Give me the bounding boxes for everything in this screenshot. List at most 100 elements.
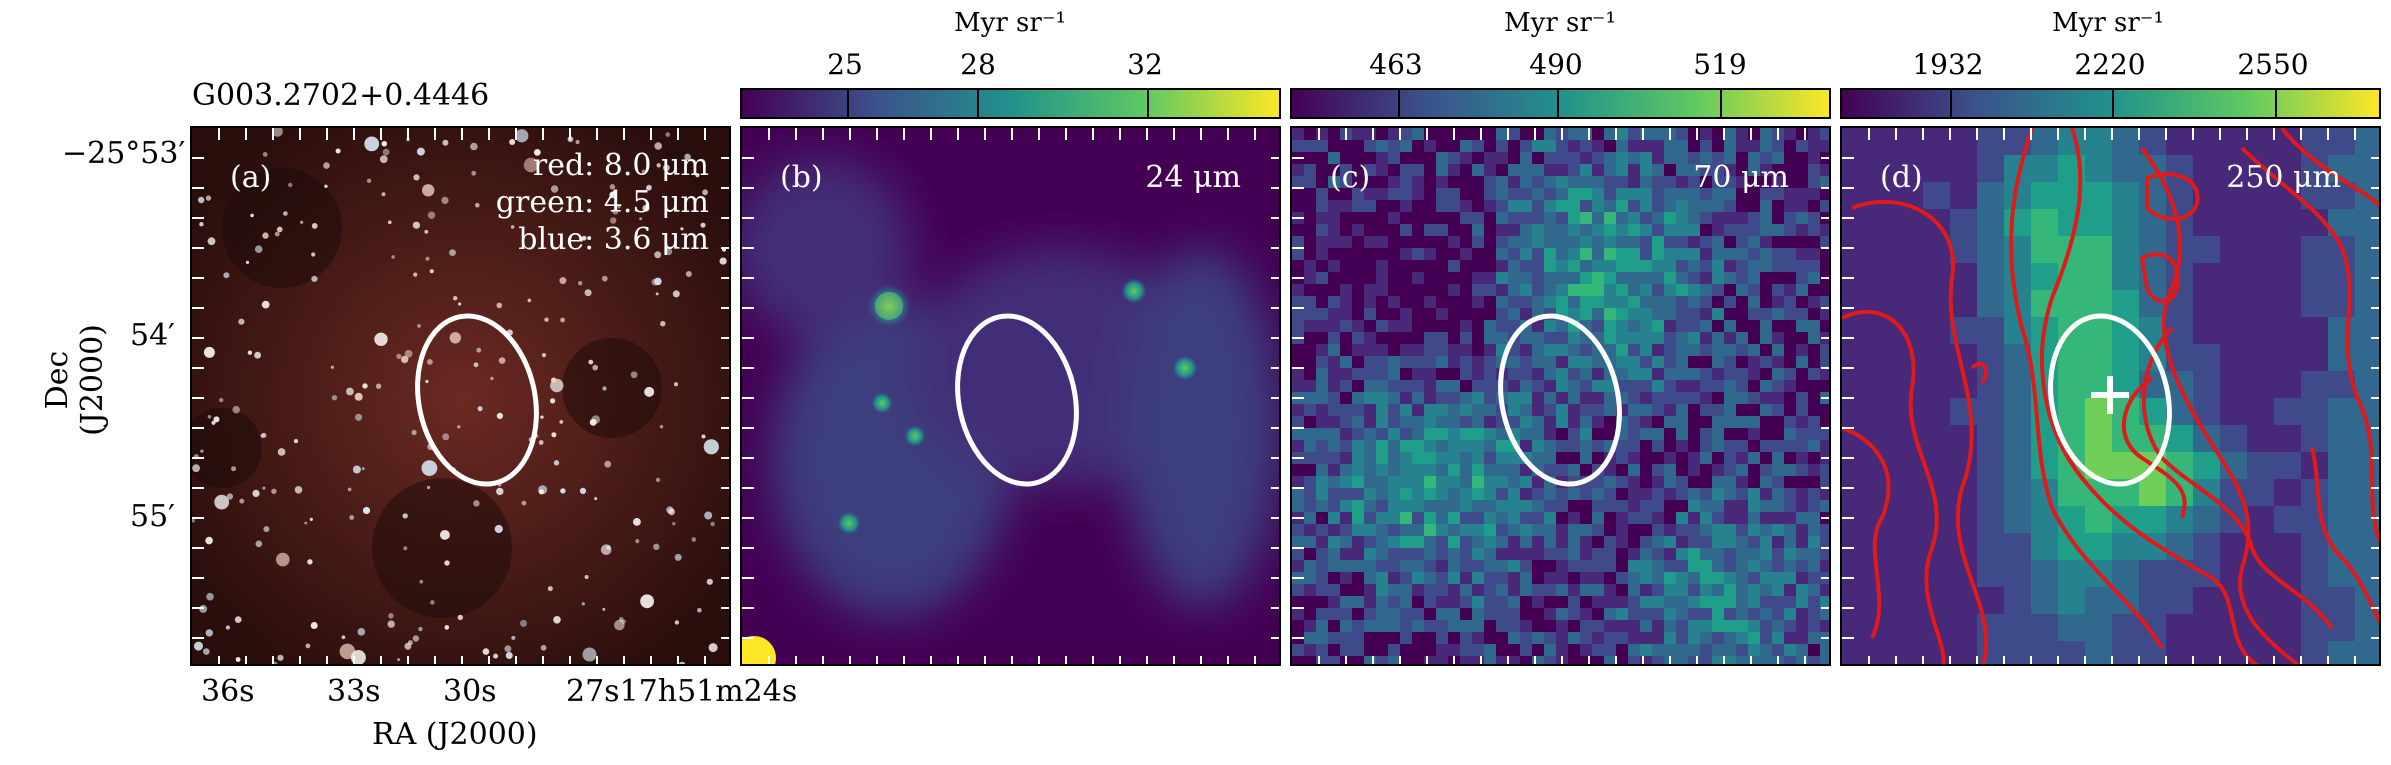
colorbar-d-mark-1 bbox=[1950, 90, 1952, 117]
star bbox=[449, 249, 456, 256]
dark-patch bbox=[192, 408, 262, 488]
star bbox=[584, 575, 589, 579]
contour-10 bbox=[2140, 252, 2180, 304]
star bbox=[703, 439, 719, 455]
star bbox=[581, 602, 585, 606]
panel-b-source-4 bbox=[871, 392, 893, 414]
star bbox=[211, 420, 216, 425]
edge-ticks bbox=[742, 128, 1279, 664]
star bbox=[404, 349, 413, 358]
star bbox=[226, 493, 233, 500]
star bbox=[382, 148, 390, 156]
star bbox=[473, 362, 479, 368]
star bbox=[235, 657, 241, 662]
star bbox=[691, 537, 697, 542]
panel-d-contours bbox=[1842, 128, 2379, 664]
panel-b-source-2 bbox=[1121, 278, 1147, 304]
star bbox=[602, 386, 607, 391]
star bbox=[602, 607, 606, 611]
star bbox=[347, 487, 352, 492]
star bbox=[203, 648, 210, 655]
star bbox=[477, 406, 483, 412]
star bbox=[425, 379, 429, 384]
edge-ticks bbox=[1842, 128, 2379, 664]
star bbox=[680, 227, 684, 231]
star bbox=[255, 540, 263, 548]
star bbox=[403, 546, 408, 551]
panel-b-corner-source bbox=[742, 636, 776, 664]
star bbox=[426, 485, 431, 490]
star bbox=[601, 275, 608, 282]
star bbox=[609, 184, 616, 190]
star bbox=[496, 302, 503, 309]
star bbox=[453, 296, 458, 301]
star bbox=[198, 196, 205, 204]
source-name: G003.2702+0.4446 bbox=[192, 78, 490, 113]
star bbox=[341, 635, 346, 640]
star bbox=[641, 169, 646, 174]
y-axis-label: Dec (J2000) bbox=[40, 324, 110, 436]
panel-b-ellipse bbox=[955, 313, 1079, 487]
star bbox=[655, 292, 659, 296]
star bbox=[704, 511, 713, 520]
star bbox=[584, 289, 592, 297]
star bbox=[335, 148, 341, 154]
colorbar-d-mark-2 bbox=[2112, 90, 2114, 117]
star bbox=[511, 635, 516, 640]
star bbox=[276, 552, 290, 567]
star bbox=[374, 332, 388, 346]
colorbar-c bbox=[1290, 88, 1831, 119]
star bbox=[674, 620, 680, 625]
colorbar-b-mark-2 bbox=[977, 90, 979, 117]
contour-1 bbox=[1851, 199, 1989, 664]
star bbox=[441, 196, 449, 204]
star bbox=[262, 232, 269, 239]
star bbox=[206, 592, 214, 601]
star bbox=[276, 226, 283, 233]
star bbox=[263, 526, 270, 533]
colorbar-b-tick-1: 25 bbox=[827, 48, 863, 81]
colorbar-b-mark-1 bbox=[847, 90, 849, 117]
panel-d-svg bbox=[1842, 128, 2379, 664]
star bbox=[523, 157, 539, 173]
star bbox=[238, 318, 245, 325]
star bbox=[425, 256, 430, 261]
dark-patch bbox=[562, 338, 662, 438]
star bbox=[411, 429, 417, 436]
star bbox=[355, 413, 363, 421]
star bbox=[300, 220, 304, 224]
star bbox=[401, 355, 409, 364]
panel-c-band: 70 μm bbox=[1693, 160, 1789, 195]
star bbox=[223, 272, 230, 279]
ra-tick-24s: 27s17h51m24s bbox=[566, 674, 798, 709]
star bbox=[361, 467, 365, 471]
dec-tick-53: −25°53′ bbox=[62, 136, 186, 171]
star bbox=[540, 415, 544, 419]
colorbar-b-unit: Myr sr⁻¹ bbox=[954, 8, 1066, 38]
star bbox=[498, 357, 506, 364]
star bbox=[520, 619, 527, 627]
star bbox=[366, 178, 372, 183]
panel-b-tag: (b) bbox=[780, 160, 823, 195]
star bbox=[192, 464, 200, 473]
edge-ticks bbox=[1292, 128, 1829, 664]
panel-d-ellipse bbox=[2048, 313, 2172, 487]
star bbox=[527, 298, 532, 303]
star bbox=[200, 449, 204, 453]
colorbar-d-tick-1: 1932 bbox=[1912, 48, 1984, 81]
colorbar-c-mark-2 bbox=[1557, 90, 1559, 117]
colorbar-c-tick-1: 463 bbox=[1369, 48, 1423, 81]
star bbox=[614, 619, 625, 631]
star bbox=[262, 152, 268, 157]
colorbar-d-tick-2: 2220 bbox=[2074, 48, 2146, 81]
star bbox=[429, 269, 434, 274]
star bbox=[606, 545, 611, 550]
panel-d-tag: (d) bbox=[1880, 160, 1923, 195]
star bbox=[685, 271, 692, 277]
ra-tick-36s: 36s bbox=[201, 674, 255, 709]
star bbox=[659, 425, 664, 429]
star bbox=[412, 635, 420, 642]
panel-a-ellipse bbox=[415, 313, 539, 487]
star bbox=[309, 517, 313, 521]
star bbox=[475, 202, 480, 208]
